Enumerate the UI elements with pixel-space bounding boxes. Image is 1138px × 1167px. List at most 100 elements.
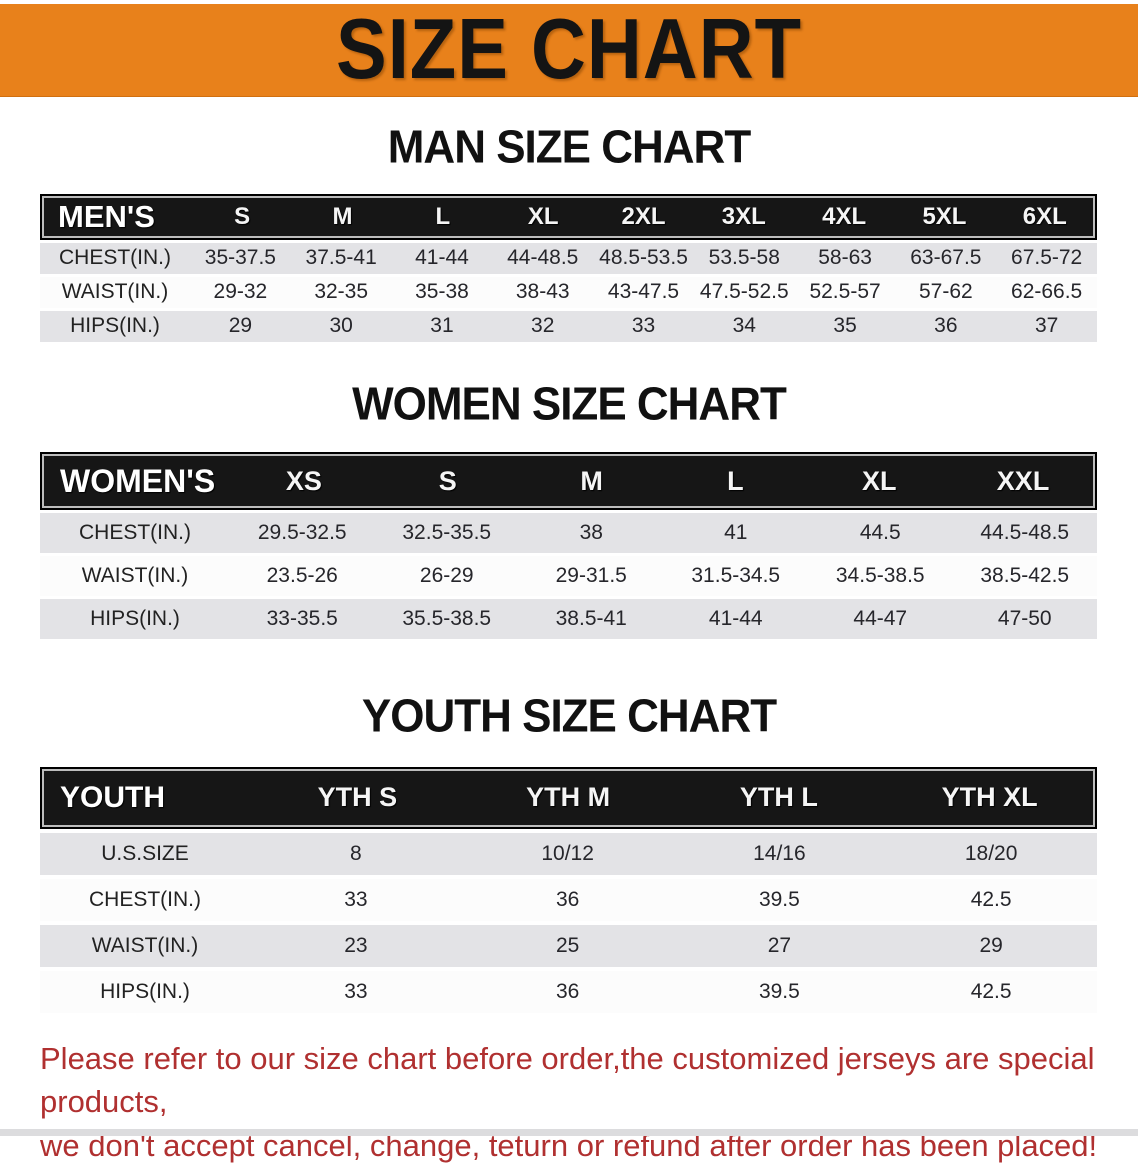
cell: 47-50: [997, 607, 1052, 631]
cell: 38: [579, 521, 603, 545]
banner: SIZE CHART: [0, 4, 1138, 97]
women-section-title: WOMEN SIZE CHART: [352, 378, 787, 430]
cell: 52.5-57: [809, 280, 881, 304]
youth-section-title: YOUTH SIZE CHART: [361, 690, 777, 743]
cell: 36: [934, 314, 958, 338]
disclaimer-text: Please refer to our size chart before or…: [0, 1037, 1138, 1167]
table-row: WAIST(IN.) 23 25 27 29: [40, 924, 1097, 967]
men-col-m: M: [332, 202, 353, 230]
cell: 10/12: [541, 841, 594, 865]
row-label: CHEST(IN.): [79, 521, 191, 545]
men-col-2xl: 2XL: [621, 202, 666, 230]
men-col-l: L: [435, 202, 451, 230]
cell: 33: [631, 314, 656, 338]
cell: 41: [724, 521, 748, 545]
women-size-table: WOMEN'S XS S M L XL XXL CHEST(IN.) 29.5-…: [40, 452, 1097, 640]
cell: 31.5-34.5: [691, 564, 781, 588]
cell: 44.5: [859, 521, 901, 545]
youth-col-xl: YTH XL: [941, 782, 1038, 813]
men-col-xl: XL: [527, 202, 559, 230]
cell: 53.5-58: [708, 246, 780, 270]
cell: 32.5-35.5: [402, 521, 492, 545]
cell: 34.5-38.5: [835, 564, 925, 588]
cell: 33: [344, 887, 368, 911]
cell: 38-43: [515, 280, 570, 304]
cell: 33-35.5: [266, 607, 338, 631]
disclaimer-line-1: Please refer to our size chart before or…: [40, 1040, 1095, 1120]
youth-col-l: YTH L: [739, 782, 818, 813]
cell: 34: [732, 314, 756, 338]
cell: 42.5: [970, 979, 1012, 1003]
cell: 44-48.5: [507, 246, 579, 270]
cell: 57-62: [919, 280, 973, 304]
bottom-divider: [0, 1129, 1138, 1136]
cell: 29: [979, 933, 1003, 957]
cell: 43-47.5: [607, 280, 680, 304]
cell: 41-44: [708, 607, 763, 631]
cell: 18/20: [964, 841, 1018, 865]
men-col-6xl: 6XL: [1022, 202, 1067, 230]
cell: 29-32: [213, 280, 268, 304]
men-size-table: MEN'S S M L XL 2XL 3XL 4XL 5XL 6XL CHEST…: [40, 193, 1097, 342]
row-label: CHEST(IN.): [59, 246, 171, 270]
cell: 38.5-42.5: [980, 564, 1070, 588]
women-col-s: S: [438, 465, 457, 496]
table-row: HIPS(IN.) 33-35.5 35.5-38.5 38.5-41 41-4…: [40, 599, 1097, 640]
cell: 29-31.5: [555, 564, 627, 588]
table-row: WAIST(IN.) 23.5-26 26-29 29-31.5 31.5-34…: [40, 556, 1097, 597]
row-label: WAIST(IN.): [91, 933, 199, 957]
cell: 39.5: [758, 979, 800, 1003]
cell: 29.5-32.5: [257, 521, 347, 545]
women-col-l: L: [727, 465, 744, 496]
cell: 36: [555, 887, 580, 911]
cell: 27: [767, 933, 792, 957]
table-row: CHEST(IN.) 33 36 39.5 42.5: [40, 878, 1097, 921]
cell: 58-63: [818, 246, 872, 270]
cell: 47.5-52.5: [699, 280, 789, 304]
cell: 31: [430, 314, 454, 338]
table-row: U.S.SIZE 8 10/12 14/16 18/20: [40, 832, 1097, 875]
cell: 67.5-72: [1011, 246, 1083, 270]
row-label: HIPS(IN.): [100, 979, 190, 1003]
cell: 23.5-26: [266, 564, 338, 588]
cell: 23: [344, 933, 368, 957]
cell: 8: [350, 841, 362, 865]
table-row: CHEST(IN.) 35-37.5 37.5-41 41-44 44-48.5…: [40, 242, 1097, 274]
cell: 33: [344, 979, 368, 1003]
cell: 25: [555, 933, 580, 957]
size-chart-page: SIZE CHART MAN SIZE CHART MEN'S S M L XL…: [0, 4, 1138, 1163]
women-col-xl: XL: [861, 465, 897, 496]
women-col-xxl: XXL: [996, 465, 1050, 496]
cell: 35.5-38.5: [402, 607, 492, 631]
women-table-header: WOMEN'S XS S M L XL XXL: [40, 452, 1097, 511]
cell: 26-29: [419, 564, 474, 588]
cell: 41-44: [415, 246, 469, 270]
men-col-s: S: [234, 202, 251, 230]
women-header-label: WOMEN'S: [60, 462, 216, 499]
row-label: HIPS(IN.): [90, 607, 180, 631]
cell: 35-38: [415, 280, 469, 304]
cell: 37.5-41: [305, 246, 377, 270]
men-table-header: MEN'S S M L XL 2XL 3XL 4XL 5XL 6XL: [40, 193, 1097, 240]
youth-size-table: YOUTH YTH S YTH M YTH L YTH XL U.S.SIZE …: [40, 766, 1097, 1013]
table-row: WAIST(IN.) 29-32 32-35 35-38 38-43 43-47…: [40, 276, 1097, 308]
row-label: WAIST(IN.): [81, 564, 189, 588]
youth-col-m: YTH M: [526, 782, 611, 813]
row-label: HIPS(IN.): [70, 314, 160, 338]
youth-col-s: YTH S: [317, 782, 398, 813]
table-row: HIPS(IN.) 29 30 31 32 33 34 35 36 37: [40, 310, 1097, 342]
man-section-title: MAN SIZE CHART: [387, 121, 751, 174]
table-row: CHEST(IN.) 29.5-32.5 32.5-35.5 38 41 44.…: [40, 513, 1097, 554]
table-row: HIPS(IN.) 33 36 39.5 42.5: [40, 970, 1097, 1013]
men-header-label: MEN'S: [58, 198, 155, 234]
cell: 14/16: [753, 841, 806, 865]
men-col-4xl: 4XL: [822, 202, 867, 230]
row-label: U.S.SIZE: [101, 841, 189, 865]
row-label: CHEST(IN.): [89, 887, 201, 911]
cell: 38.5-41: [555, 607, 627, 631]
cell: 39.5: [758, 887, 800, 911]
youth-table-header: YOUTH YTH S YTH M YTH L YTH XL: [40, 766, 1097, 829]
cell: 44.5-48.5: [980, 521, 1070, 545]
cell: 35: [833, 314, 857, 338]
men-col-3xl: 3XL: [721, 202, 766, 230]
